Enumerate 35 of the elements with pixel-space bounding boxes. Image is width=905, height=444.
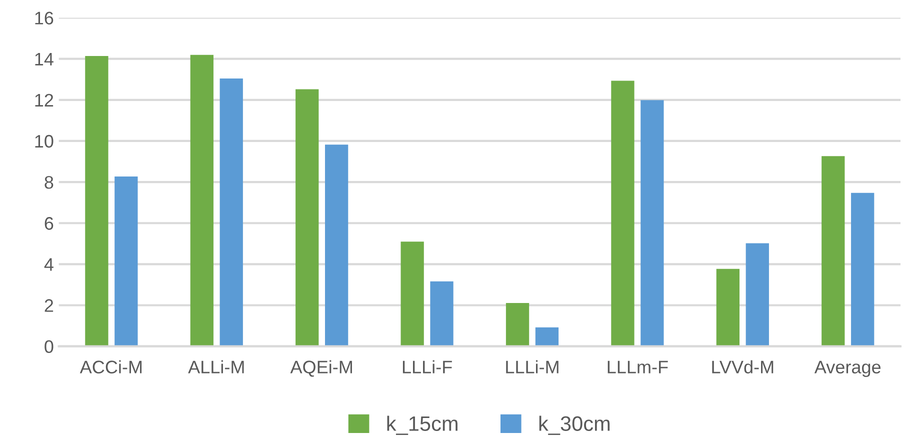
y-tick-label: 12 bbox=[35, 94, 54, 106]
y-tick-label: 16 bbox=[35, 12, 54, 24]
bar bbox=[746, 243, 769, 346]
x-tick-label: LVVd-M bbox=[712, 360, 774, 374]
legend-label: k_15cm bbox=[387, 416, 458, 435]
x-tick-label: LLLi-M bbox=[506, 360, 558, 374]
bar bbox=[506, 302, 530, 346]
bar bbox=[716, 268, 740, 346]
bar bbox=[324, 144, 348, 346]
x-tick-label: AQEi-M bbox=[290, 360, 352, 377]
bar bbox=[430, 281, 454, 346]
bar bbox=[85, 56, 108, 346]
x-tick-label: ALLi-M bbox=[188, 360, 244, 374]
y-tick-label: 6 bbox=[44, 217, 54, 230]
y-tick-label: 0 bbox=[44, 340, 54, 354]
bar bbox=[822, 156, 845, 346]
bar bbox=[535, 327, 559, 346]
x-tick-label: LLLm-F bbox=[608, 360, 668, 374]
bar bbox=[851, 192, 874, 346]
x-tick-label: LLLi-F bbox=[402, 360, 452, 374]
bar bbox=[220, 78, 243, 346]
bar bbox=[640, 100, 664, 346]
legend-label: k_30cm bbox=[539, 416, 610, 435]
bar bbox=[296, 89, 319, 346]
y-tick-label: 8 bbox=[44, 176, 54, 189]
bar bbox=[114, 176, 138, 346]
y-tick-label: 10 bbox=[35, 134, 54, 148]
x-tick-label: Average bbox=[814, 360, 881, 378]
y-tick-label: 14 bbox=[35, 52, 54, 66]
y-tick-label: 4 bbox=[44, 258, 54, 271]
bar bbox=[400, 242, 424, 346]
x-tick-label: ACCi-M bbox=[80, 360, 142, 374]
bar bbox=[190, 54, 214, 346]
y-tick-label: 2 bbox=[44, 299, 54, 312]
bar bbox=[611, 80, 634, 346]
